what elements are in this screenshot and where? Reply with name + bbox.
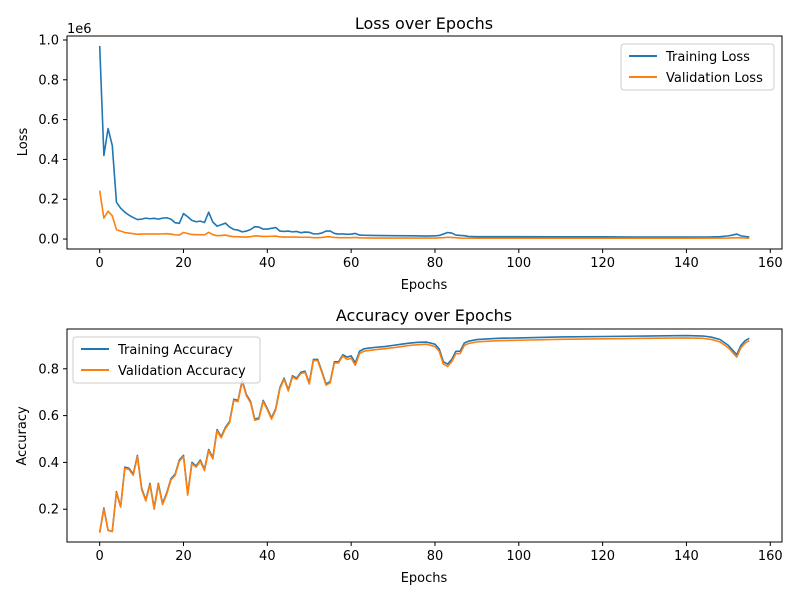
accuracy-legend-label-training: Training Accuracy (117, 343, 233, 358)
accuracy-x-ticks: 0 20 40 60 80 100 120 140 160 (96, 542, 783, 564)
accuracy-plot-frame (66, 328, 783, 543)
accuracy-x-tick-label: 80 (427, 549, 444, 564)
loss-y-tick-label: 0.0 (38, 233, 59, 248)
loss-x-tick-label: 40 (259, 256, 276, 271)
loss-y-tick-label: 0.6 (38, 113, 59, 128)
accuracy-y-tick-label: 0.2 (38, 503, 59, 518)
loss-plot-frame (66, 35, 783, 250)
loss-legend-box (620, 43, 775, 91)
accuracy-y-ticks: 0.2 0.4 0.6 0.8 (38, 362, 67, 518)
accuracy-y-tick-label: 0.4 (38, 456, 59, 471)
accuracy-x-tick-label: 160 (758, 549, 783, 564)
accuracy-x-tick-label: 0 (96, 549, 104, 564)
loss-x-tick-label: 60 (343, 256, 360, 271)
loss-chart: Loss over Epochs 1e6 0 20 40 60 80 100 120 140 1… (16, 14, 783, 293)
accuracy-x-tick-label: 120 (590, 549, 615, 564)
accuracy-y-tick-label: 0.8 (38, 362, 59, 377)
loss-legend-label-validation: Validation Loss (666, 71, 763, 86)
loss-y-tick-label: 0.4 (38, 153, 59, 168)
accuracy-legend-box (72, 336, 261, 384)
accuracy-chart-title: Accuracy over Epochs (336, 306, 512, 325)
accuracy-x-tick-label: 40 (259, 549, 276, 564)
loss-x-tick-label: 80 (427, 256, 444, 271)
accuracy-x-tick-label: 60 (343, 549, 360, 564)
loss-x-tick-label: 160 (758, 256, 783, 271)
accuracy-chart: Accuracy over Epochs 0 20 40 60 80 100 120 140 1… (15, 306, 783, 586)
accuracy-x-tick-label: 20 (175, 549, 192, 564)
loss-y-tick-label: 1.0 (38, 33, 59, 48)
accuracy-legend: Training Accuracy Validation Accuracy (72, 336, 261, 384)
loss-x-tick-label: 100 (506, 256, 531, 271)
accuracy-series-layer (98, 334, 750, 533)
loss-offset-text: 1e6 (67, 22, 92, 37)
loss-series-line-training (98, 45, 750, 238)
loss-y-ticks: 0.0 0.2 0.4 0.6 0.8 1.0 (38, 33, 67, 248)
accuracy-y-tick-label: 0.6 (38, 409, 59, 424)
loss-legend: Training Loss Validation Loss (620, 43, 775, 91)
loss-x-tick-label: 0 (96, 256, 104, 271)
accuracy-x-tick-label: 100 (506, 549, 531, 564)
loss-y-label: Loss (16, 128, 31, 157)
loss-x-tick-label: 120 (590, 256, 615, 271)
loss-y-tick-label: 0.2 (38, 193, 59, 208)
accuracy-x-tick-label: 140 (674, 549, 699, 564)
loss-x-ticks: 0 20 40 60 80 100 120 140 160 (96, 249, 783, 271)
accuracy-legend-label-validation: Validation Accuracy (118, 364, 246, 379)
accuracy-x-label: Epochs (401, 571, 448, 586)
loss-x-label: Epochs (401, 278, 448, 293)
loss-series-layer (98, 45, 750, 240)
accuracy-series-line-validation (98, 337, 750, 533)
accuracy-y-label: Accuracy (15, 406, 30, 466)
loss-x-tick-label: 20 (175, 256, 192, 271)
loss-series-line-validation (98, 190, 750, 240)
loss-chart-title: Loss over Epochs (355, 14, 493, 33)
loss-x-tick-label: 140 (674, 256, 699, 271)
loss-legend-label-training: Training Loss (665, 50, 750, 65)
loss-y-tick-label: 0.8 (38, 73, 59, 88)
